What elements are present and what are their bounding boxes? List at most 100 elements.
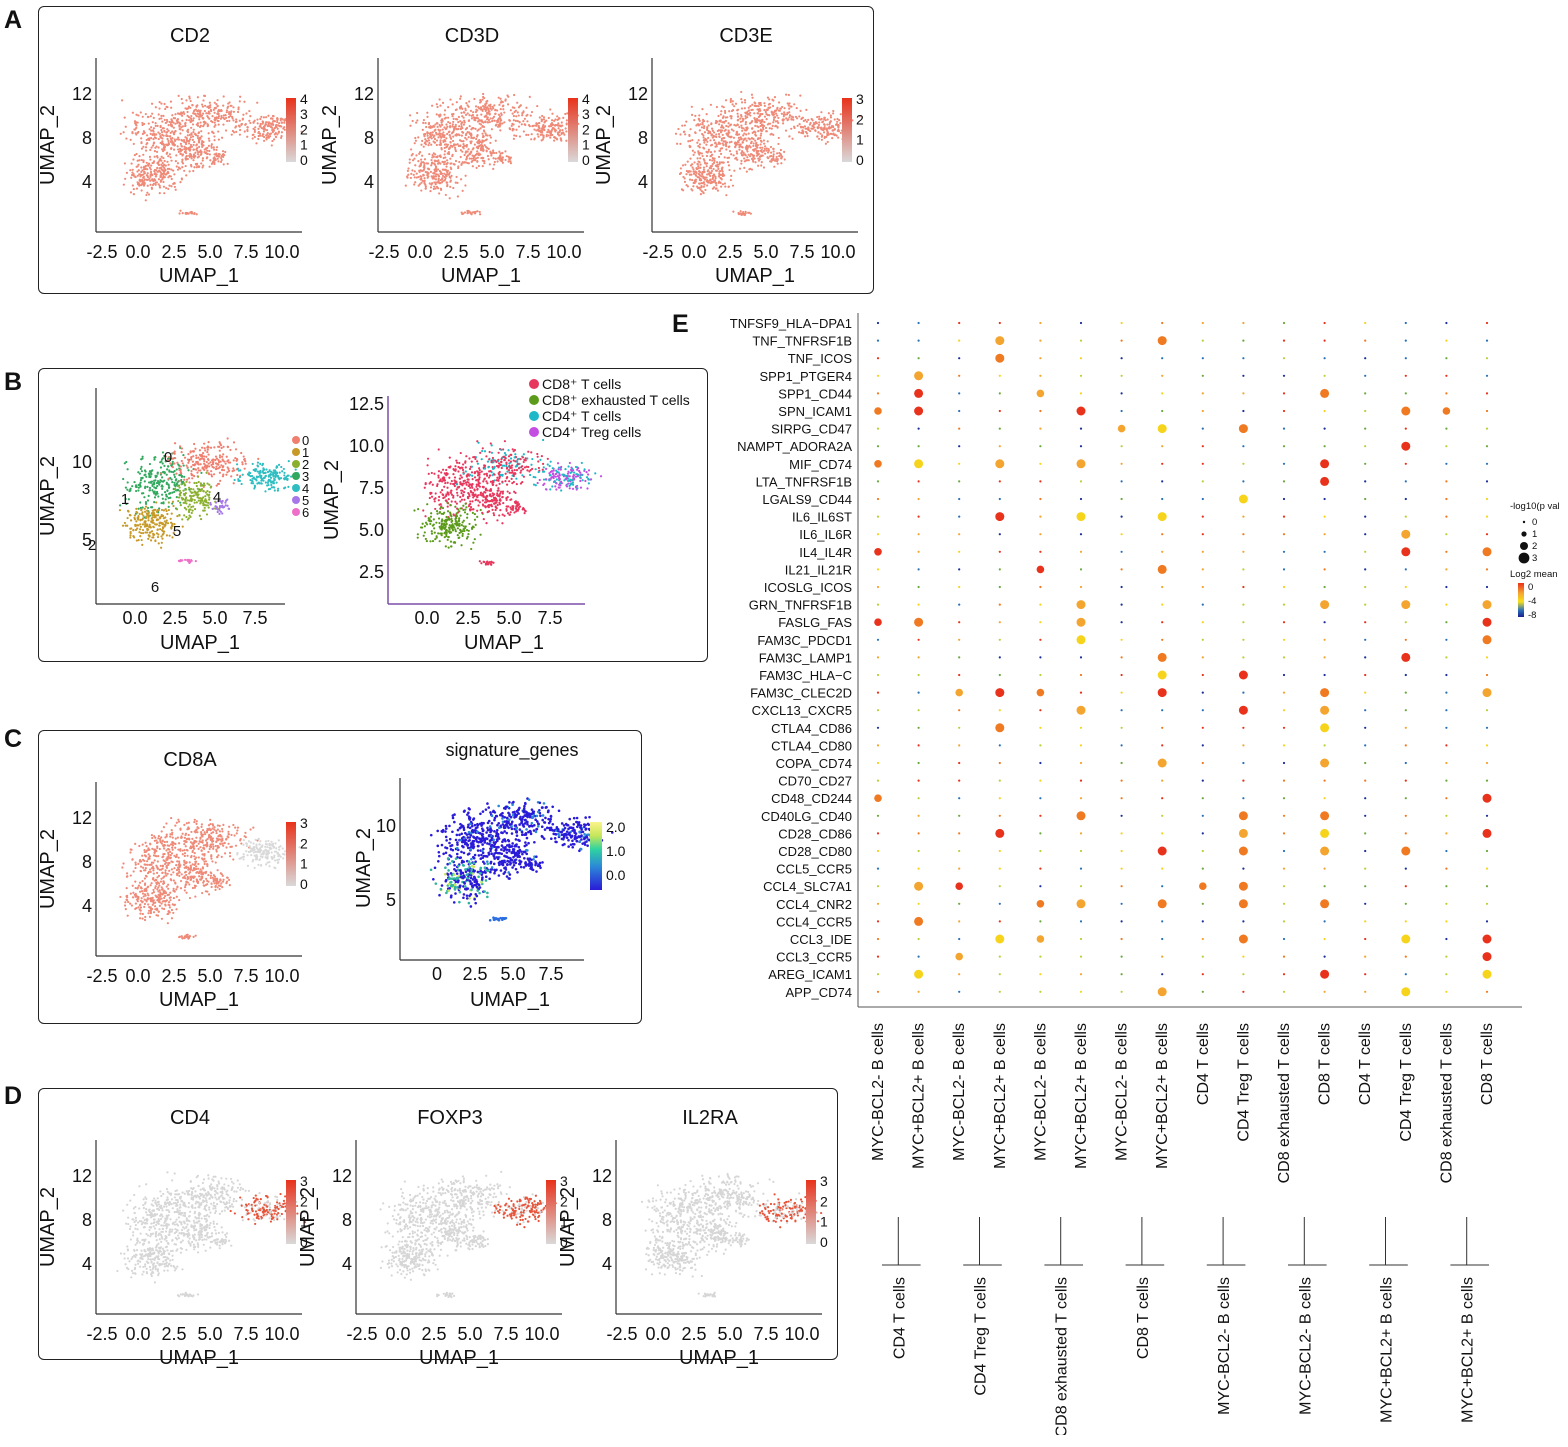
- y-tick-label: 12: [72, 84, 92, 104]
- cluster-legend-key: [292, 484, 300, 492]
- x-tick-label: -2.5: [346, 1324, 377, 1344]
- x-tick-label: 7.5: [537, 608, 562, 628]
- x-tick-label: 5.0: [457, 1324, 482, 1344]
- legend-tick-label: 3: [560, 1173, 568, 1189]
- pair-label: IL21_IL21R: [785, 562, 852, 577]
- legend-tick-label: 3: [300, 815, 308, 831]
- color-legend-bar: [286, 1180, 296, 1244]
- column-label: MYC+BCL2+ B cells: [1073, 1023, 1090, 1169]
- pair-label: APP_CD74: [786, 985, 852, 1000]
- x-axis-title: UMAP_1: [464, 632, 544, 654]
- legend-tick-label: 0: [300, 152, 308, 168]
- umap-d-il2ra: IL2RA -2.5 0.0 2.5 5.0 7.5 10.0 12 8 4 UMAP_1 UMAP_…: [557, 1092, 830, 1372]
- x-tick-label: 0.0: [125, 242, 150, 262]
- column-label: MYC-BCL2- B cells: [870, 1023, 887, 1161]
- cluster-legend-label: 3: [302, 469, 309, 484]
- y-tick-label: 8: [82, 852, 92, 872]
- column-label: MYC+BCL2+ B cells: [1154, 1023, 1171, 1169]
- y-tick-label: 12: [592, 1166, 612, 1186]
- legend-tick-label: 3: [820, 1173, 828, 1189]
- column-label: CD8 exhausted T cells: [1438, 1023, 1455, 1183]
- pair-label: SPP1_CD44: [778, 386, 852, 401]
- legend-tick-label: 2: [300, 835, 308, 851]
- group-label: CD8 T cells: [1135, 1277, 1152, 1359]
- x-tick-label: -2.5: [368, 242, 399, 262]
- plot-title: CD8A: [163, 749, 217, 771]
- x-tick-label: 7.5: [233, 966, 258, 986]
- group-label: MYC+BCL2+ B cells: [1379, 1277, 1396, 1423]
- group-label: MYC-BCL2- B cells: [1297, 1277, 1314, 1415]
- pair-label: CXCL13_CXCR5: [752, 703, 852, 718]
- pair-label: SIRPG_CD47: [771, 422, 852, 437]
- pair-label: CCL4_CNR2: [776, 897, 852, 912]
- pair-label: CD28_CD86: [778, 826, 852, 841]
- pair-label: FAM3C_LAMP1: [759, 650, 852, 665]
- cluster-legend-label: 1: [302, 445, 309, 460]
- pair-label: CD70_CD27: [778, 774, 852, 789]
- cluster-legend-label: 6: [302, 505, 309, 520]
- legend-tick-label: 1: [300, 137, 308, 153]
- x-tick-label: 5.0: [717, 1324, 742, 1344]
- column-label: MYC-BCL2- B cells: [1114, 1023, 1131, 1161]
- umap-d-cd4: CD4 -2.5 0.0 2.5 5.0 7.5 10.0 12 8 4 UMAP_1 UMAP_2 3…: [37, 1092, 310, 1372]
- y-tick-label: 4: [364, 172, 374, 192]
- plot-title: CD3E: [719, 25, 772, 47]
- panel-d-frame: [38, 1088, 838, 1360]
- umap-d-foxp3: FOXP3 -2.5 0.0 2.5 5.0 7.5 10.0 12 8 4 UMAP_1 UMAP_…: [297, 1092, 570, 1372]
- x-tick-label: 0.0: [385, 1324, 410, 1344]
- column-label: CD4 Treg T cells: [1235, 1023, 1252, 1142]
- column-label: CD4 T cells: [1195, 1023, 1212, 1105]
- x-tick-label: 2.5: [161, 966, 186, 986]
- group-label: MYC+BCL2+ B cells: [1460, 1277, 1477, 1423]
- size-legend-label: 0: [1532, 517, 1537, 528]
- pair-label: GRN_TNFRSF1B: [749, 598, 852, 613]
- pair-label: CCL4_SLC7A1: [763, 879, 852, 894]
- color-legend-bar: [568, 98, 578, 162]
- legend-tick-label: 2: [560, 1193, 568, 1209]
- legend-tick-label: 4: [300, 91, 308, 107]
- x-axis-title: UMAP_1: [160, 632, 240, 654]
- legend-tick-label: 2.0: [606, 819, 626, 835]
- pair-label: FAM3C_PDCD1: [757, 633, 852, 648]
- cluster-legend-label: 4: [302, 481, 309, 496]
- x-tick-label: 7.5: [493, 1324, 518, 1344]
- umap-a-cd3d: CD3D -2.5 0.0 2.5 5.0 7.5 10.0 12 8 4 UMAP_1 UMAP_2…: [319, 10, 592, 290]
- column-label: MYC-BCL2- B cells: [1032, 1023, 1049, 1161]
- x-tick-label: -2.5: [86, 242, 117, 262]
- y-axis-title: UMAP_2: [37, 105, 59, 185]
- pair-label: FAM3C_HLA−C: [759, 668, 852, 683]
- x-tick-label: 2.5: [717, 242, 742, 262]
- pair-label: CD48_CD244: [771, 791, 852, 806]
- x-tick-label: 10.0: [264, 1324, 299, 1344]
- x-tick-label: 7.5: [753, 1324, 778, 1344]
- pair-label: CTLA4_CD80: [771, 738, 852, 753]
- cell-points: [413, 438, 603, 566]
- column-label: MYC+BCL2+ B cells: [992, 1023, 1009, 1169]
- legend-tick-label: 3: [856, 91, 864, 107]
- x-tick-label: 5.0: [197, 966, 222, 986]
- cluster-label-4: 4: [213, 489, 221, 506]
- pair-label: TNF_TNFRSF1B: [752, 334, 852, 349]
- y-tick-label: 8: [602, 1210, 612, 1230]
- pair-label: ICOSLG_ICOS: [764, 580, 852, 595]
- x-tick-label: 10.0: [820, 242, 855, 262]
- x-tick-label: 2.5: [161, 1324, 186, 1344]
- plot-title: CD3D: [445, 25, 499, 47]
- size-legend-key: [1518, 552, 1530, 564]
- size-legend-label: 3: [1532, 553, 1537, 564]
- x-tick-label: 5.0: [197, 1324, 222, 1344]
- cell-points: [404, 92, 580, 216]
- y-tick-label: 4: [342, 1254, 352, 1274]
- column-label: CD8 T cells: [1479, 1023, 1496, 1105]
- x-tick-label: 0.0: [414, 608, 439, 628]
- cluster-legend-key: [292, 436, 300, 444]
- x-tick-label: 0.0: [122, 608, 147, 628]
- cluster-legend-key: [292, 508, 300, 516]
- cluster-legend-label: 2: [302, 457, 309, 472]
- plot-title: FOXP3: [417, 1107, 483, 1129]
- y-tick-label: 8: [364, 128, 374, 148]
- x-axis-title: UMAP_1: [679, 1347, 759, 1369]
- column-label: MYC-BCL2- B cells: [951, 1023, 968, 1161]
- cluster-legend-key: [292, 460, 300, 468]
- celltype-legend-label: CD8⁺ T cells: [542, 376, 621, 392]
